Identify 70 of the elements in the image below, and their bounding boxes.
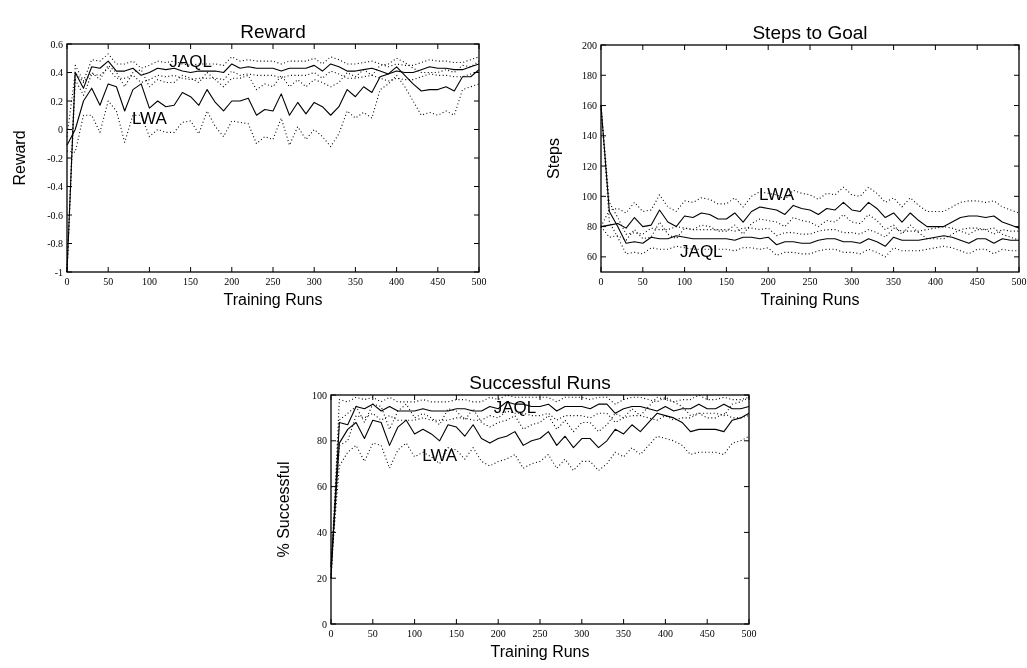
x-tick-label: 0	[328, 628, 334, 639]
x-tick-label: 150	[448, 628, 464, 639]
series-label: LWA	[131, 109, 168, 129]
x-tick-label: 100	[407, 628, 423, 639]
y-tick-label: -0.2	[47, 152, 63, 164]
x-tick-label: 450	[969, 276, 985, 287]
x-tick-label: 450	[430, 276, 446, 287]
x-tick-label: 200	[760, 276, 776, 287]
y-tick-label: 20	[317, 572, 327, 584]
x-tick-label: 300	[844, 276, 860, 287]
y-tick-label: 0	[322, 618, 327, 630]
x-tick-label: 250	[802, 276, 818, 287]
y-axis-title: Reward	[11, 130, 28, 186]
x-tick-label: 150	[183, 276, 199, 287]
x-tick-label: 50	[367, 628, 378, 639]
x-tick-label: 250	[532, 628, 548, 639]
x-tick-label: 500	[471, 276, 487, 287]
chart-title: Steps to Goal	[752, 22, 868, 43]
x-tick-label: 0	[598, 276, 604, 287]
x-tick-label: 250	[265, 276, 281, 287]
x-tick-label: 350	[886, 276, 902, 287]
y-tick-label: 100	[312, 389, 327, 401]
x-tick-label: 350	[347, 276, 363, 287]
series-label: LWA	[422, 445, 458, 465]
x-tick-label: 350	[616, 628, 632, 639]
y-tick-label: 0.6	[50, 38, 63, 50]
x-tick-label: 400	[657, 628, 673, 639]
y-tick-label: -0.4	[47, 181, 63, 192]
x-axis-title: Training Runs	[760, 291, 860, 308]
x-tick-label: 300	[306, 276, 322, 287]
y-tick-label: 200	[582, 39, 597, 51]
legend-label: JAQL	[169, 51, 212, 71]
series-label: LWA	[759, 184, 795, 204]
y-tick-label: -1	[54, 266, 63, 278]
x-tick-label: 100	[141, 276, 157, 287]
chart-title: Reward	[240, 21, 306, 42]
y-tick-label: 60	[317, 481, 327, 493]
y-tick-label: -0.8	[47, 238, 63, 249]
x-axis-title: Training Runs	[490, 643, 590, 660]
y-tick-label: 160	[582, 100, 597, 112]
y-tick-label: 80	[587, 221, 597, 233]
y-tick-label: 100	[582, 190, 597, 202]
series-label: JAQL	[680, 241, 723, 261]
x-tick-label: 0	[64, 276, 70, 287]
y-tick-label: -0.6	[47, 209, 63, 221]
y-tick-label: 180	[582, 69, 597, 81]
x-tick-label: 400	[389, 276, 405, 287]
y-axis-title: Steps	[545, 138, 562, 179]
x-tick-label: 50	[103, 276, 114, 287]
x-tick-label: 200	[224, 276, 240, 287]
x-tick-label: 500	[1011, 276, 1027, 287]
x-tick-label: 200	[490, 628, 506, 639]
chart-title: Successful Runs	[469, 372, 611, 393]
x-tick-label: 500	[741, 628, 757, 639]
x-axis-title: Training Runs	[223, 291, 323, 308]
y-tick-label: 40	[317, 526, 327, 538]
y-tick-label: 0	[58, 124, 63, 135]
x-tick-label: 100	[677, 276, 693, 287]
x-tick-label: 400	[927, 276, 943, 287]
x-tick-label: 50	[637, 276, 648, 287]
x-tick-label: 300	[574, 628, 590, 639]
x-tick-label: 450	[699, 628, 715, 639]
y-axis-title: % Successful	[275, 461, 292, 558]
y-tick-label: 0.4	[50, 67, 63, 78]
y-tick-label: 140	[582, 130, 597, 142]
x-tick-label: 150	[718, 276, 734, 287]
y-tick-label: 120	[582, 160, 597, 172]
y-tick-label: 80	[317, 435, 327, 447]
y-tick-label: 60	[587, 251, 597, 263]
y-tick-label: 0.2	[50, 95, 63, 107]
